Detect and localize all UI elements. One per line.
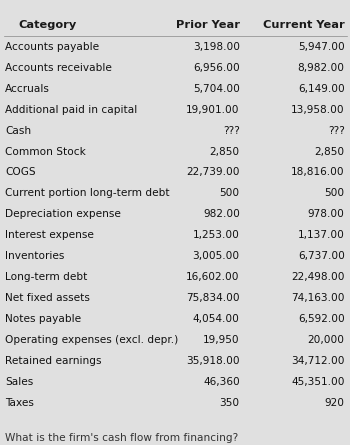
Text: 982.00: 982.00 [203, 209, 240, 219]
Text: Current portion long-term debt: Current portion long-term debt [5, 188, 170, 198]
Text: 22,498.00: 22,498.00 [291, 272, 345, 282]
Text: 19,950: 19,950 [203, 335, 240, 345]
Text: Accounts receivable: Accounts receivable [5, 63, 112, 73]
Text: 3,005.00: 3,005.00 [193, 251, 240, 261]
Text: 1,253.00: 1,253.00 [193, 230, 240, 240]
Text: Interest expense: Interest expense [5, 230, 94, 240]
Text: COGS: COGS [5, 167, 36, 178]
Text: 2,850: 2,850 [210, 146, 240, 157]
Text: 6,737.00: 6,737.00 [298, 251, 345, 261]
Text: Retained earnings: Retained earnings [5, 356, 102, 366]
Text: Accounts payable: Accounts payable [5, 42, 99, 52]
Text: Cash: Cash [5, 125, 32, 136]
Text: 978.00: 978.00 [308, 209, 345, 219]
Text: 74,163.00: 74,163.00 [291, 293, 345, 303]
Text: 34,712.00: 34,712.00 [291, 356, 345, 366]
Text: Category: Category [18, 20, 76, 30]
Text: 35,918.00: 35,918.00 [186, 356, 240, 366]
Text: 500: 500 [220, 188, 240, 198]
Text: 5,704.00: 5,704.00 [193, 84, 240, 94]
Text: 2,850: 2,850 [315, 146, 345, 157]
Text: What is the firm's cash flow from financing?: What is the firm's cash flow from financ… [5, 433, 238, 443]
Text: Additional paid in capital: Additional paid in capital [5, 105, 138, 115]
Text: ???: ??? [223, 125, 240, 136]
Text: 6,149.00: 6,149.00 [298, 84, 345, 94]
Text: 3,198.00: 3,198.00 [193, 42, 240, 52]
Text: 500: 500 [325, 188, 345, 198]
Text: 350: 350 [220, 397, 240, 408]
Text: 46,360: 46,360 [203, 376, 240, 387]
Text: Operating expenses (excl. depr.): Operating expenses (excl. depr.) [5, 335, 178, 345]
Text: ???: ??? [328, 125, 345, 136]
Text: 20,000: 20,000 [308, 335, 345, 345]
Text: Prior Year: Prior Year [176, 20, 240, 30]
Text: 75,834.00: 75,834.00 [186, 293, 240, 303]
Text: 13,958.00: 13,958.00 [291, 105, 345, 115]
Text: 19,901.00: 19,901.00 [186, 105, 240, 115]
Text: Current Year: Current Year [263, 20, 345, 30]
Text: Notes payable: Notes payable [5, 314, 81, 324]
Text: Long-term debt: Long-term debt [5, 272, 88, 282]
Text: 6,956.00: 6,956.00 [193, 63, 240, 73]
Text: 6,592.00: 6,592.00 [298, 314, 345, 324]
Text: Accruals: Accruals [5, 84, 50, 94]
Text: 22,739.00: 22,739.00 [186, 167, 240, 178]
Text: 8,982.00: 8,982.00 [298, 63, 345, 73]
Text: 4,054.00: 4,054.00 [193, 314, 240, 324]
Text: 18,816.00: 18,816.00 [291, 167, 345, 178]
Text: Net fixed assets: Net fixed assets [5, 293, 90, 303]
Text: Inventories: Inventories [5, 251, 65, 261]
Text: 16,602.00: 16,602.00 [186, 272, 240, 282]
Text: 45,351.00: 45,351.00 [291, 376, 345, 387]
Text: Common Stock: Common Stock [5, 146, 86, 157]
Text: Sales: Sales [5, 376, 34, 387]
Text: 5,947.00: 5,947.00 [298, 42, 345, 52]
Text: 920: 920 [325, 397, 345, 408]
Text: 1,137.00: 1,137.00 [298, 230, 345, 240]
Text: Taxes: Taxes [5, 397, 34, 408]
Text: Depreciation expense: Depreciation expense [5, 209, 121, 219]
